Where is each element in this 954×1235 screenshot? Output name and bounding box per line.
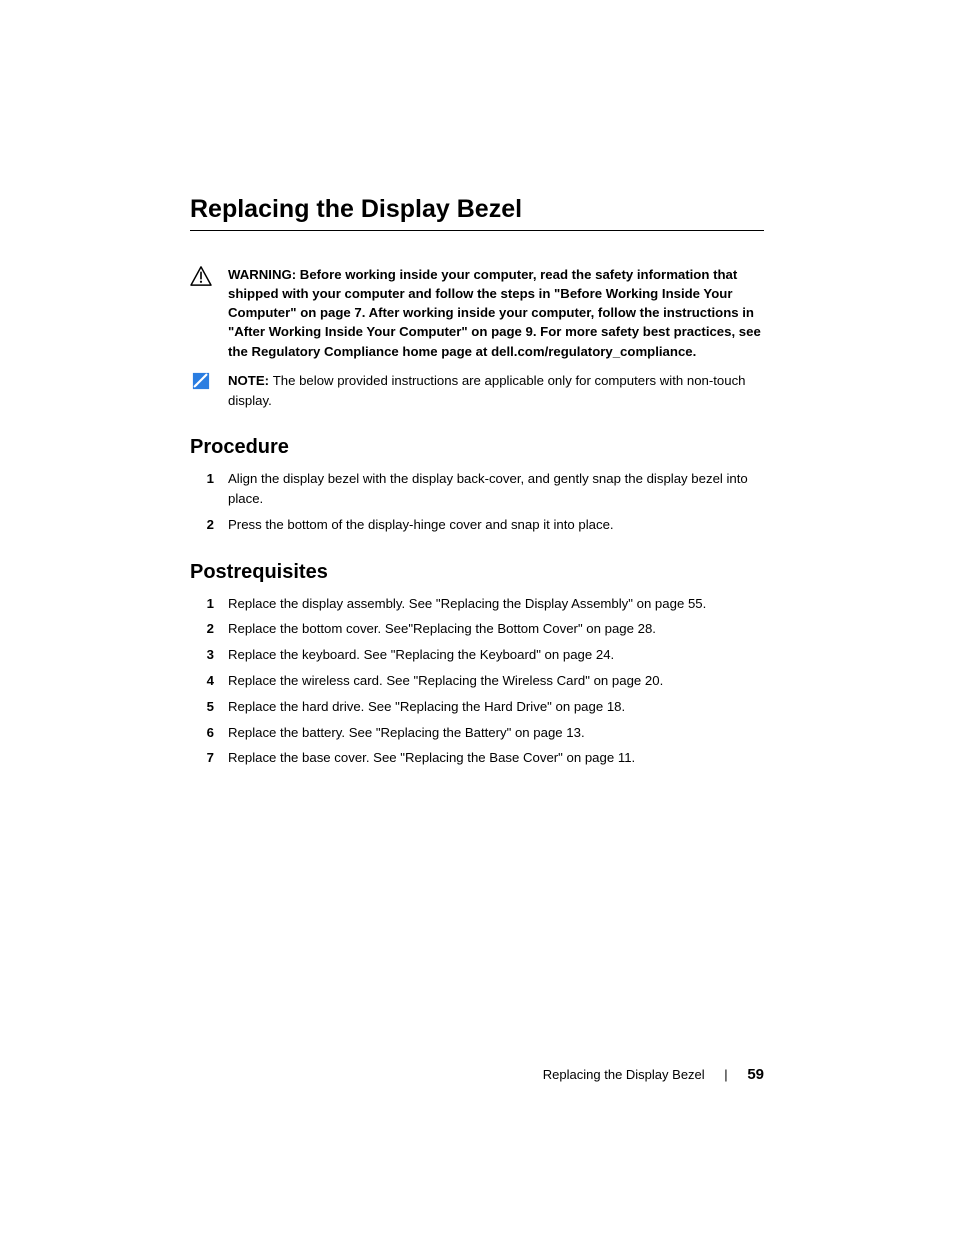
warning-lead: WARNING: [228, 267, 300, 282]
procedure-heading: Procedure [190, 436, 764, 459]
footer-separator: | [724, 1067, 727, 1082]
page-content: Replacing the Display Bezel WARNING: Bef… [0, 0, 954, 768]
step-number: 2 [190, 619, 228, 639]
step-number: 3 [190, 645, 228, 665]
note-text: NOTE: The below provided instructions ar… [228, 371, 764, 411]
warning-text: WARNING: Before working inside your comp… [228, 265, 764, 361]
step-number: 5 [190, 697, 228, 717]
page-title: Replacing the Display Bezel [190, 195, 764, 231]
step-number: 1 [190, 469, 228, 489]
step-number: 6 [190, 723, 228, 743]
step-number: 4 [190, 671, 228, 691]
step-text: Press the bottom of the display-hinge co… [228, 515, 764, 535]
step-number: 2 [190, 515, 228, 535]
list-item: 5Replace the hard drive. See "Replacing … [190, 697, 764, 717]
list-item: 3Replace the keyboard. See "Replacing th… [190, 645, 764, 665]
warning-callout: WARNING: Before working inside your comp… [190, 265, 764, 361]
procedure-list: 1Align the display bezel with the displa… [190, 469, 764, 534]
step-number: 7 [190, 748, 228, 768]
footer-title: Replacing the Display Bezel [543, 1067, 705, 1082]
step-text: Replace the bottom cover. See"Replacing … [228, 619, 764, 639]
list-item: 2Replace the bottom cover. See"Replacing… [190, 619, 764, 639]
note-body: The below provided instructions are appl… [228, 373, 746, 408]
list-item: 1Replace the display assembly. See "Repl… [190, 594, 764, 614]
step-text: Replace the wireless card. See "Replacin… [228, 671, 764, 691]
list-item: 4Replace the wireless card. See "Replaci… [190, 671, 764, 691]
step-text: Align the display bezel with the display… [228, 469, 764, 509]
step-number: 1 [190, 594, 228, 614]
step-text: Replace the display assembly. See "Repla… [228, 594, 764, 614]
list-item: 7Replace the base cover. See "Replacing … [190, 748, 764, 768]
page-number: 59 [747, 1066, 764, 1083]
step-text: Replace the base cover. See "Replacing t… [228, 748, 764, 768]
note-icon [190, 371, 228, 395]
list-item: 2Press the bottom of the display-hinge c… [190, 515, 764, 535]
note-callout: NOTE: The below provided instructions ar… [190, 371, 764, 411]
page-footer: Replacing the Display Bezel | 59 [543, 1066, 764, 1083]
list-item: 1Align the display bezel with the displa… [190, 469, 764, 509]
step-text: Replace the battery. See "Replacing the … [228, 723, 764, 743]
list-item: 6Replace the battery. See "Replacing the… [190, 723, 764, 743]
postreq-list: 1Replace the display assembly. See "Repl… [190, 594, 764, 769]
note-lead: NOTE: [228, 373, 273, 388]
postreq-heading: Postrequisites [190, 561, 764, 584]
warning-body: Before working inside your computer, rea… [228, 267, 761, 359]
step-text: Replace the hard drive. See "Replacing t… [228, 697, 764, 717]
step-text: Replace the keyboard. See "Replacing the… [228, 645, 764, 665]
warning-icon [190, 265, 228, 291]
